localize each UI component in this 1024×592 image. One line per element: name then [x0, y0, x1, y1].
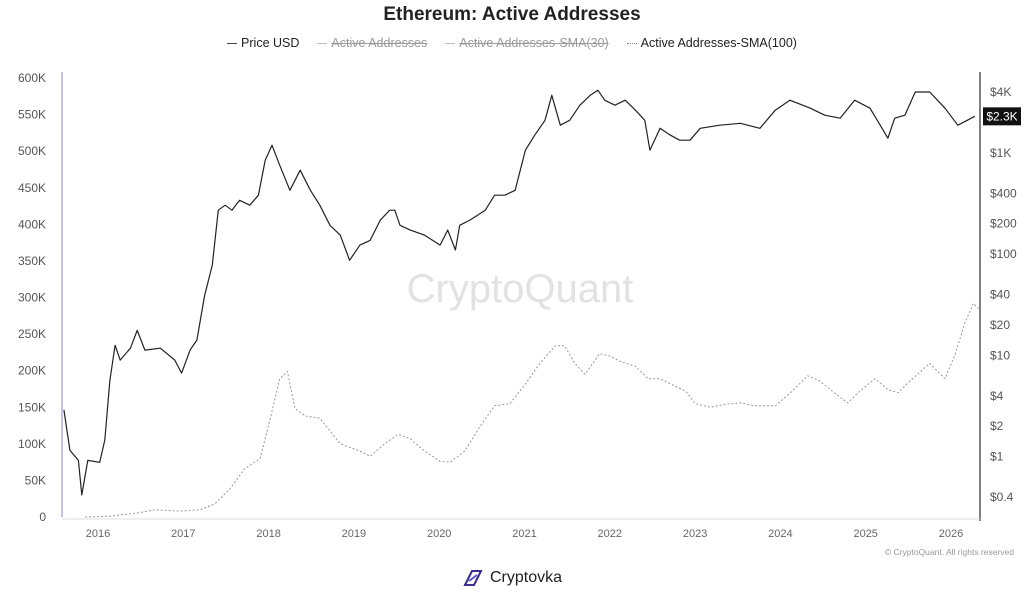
x-tick-label: 2017	[171, 528, 195, 540]
left-tick-label: 250K	[18, 327, 46, 341]
x-tick-label: 2020	[427, 528, 451, 540]
right-tick-label: $4K	[990, 85, 1011, 99]
right-tick-label: $0.4	[990, 490, 1014, 504]
x-tick-label: 2026	[939, 528, 963, 540]
legend-item-sma100[interactable]: Active Addresses-SMA(100)	[626, 36, 797, 50]
left-tick-label: 400K	[18, 217, 46, 231]
right-tick-label: $1K	[990, 146, 1011, 160]
legend-item-price[interactable]: Price USD	[227, 36, 299, 50]
chart-title: Ethereum: Active Addresses	[383, 4, 641, 25]
left-tick-label: 100K	[18, 437, 46, 451]
x-tick-label: 2022	[598, 528, 622, 540]
price-line	[63, 89, 976, 496]
watermark: CryptoQuant	[407, 267, 634, 311]
left-tick-label: 350K	[18, 254, 46, 268]
copyright: © CryptoQuant. All rights reserved	[884, 547, 1014, 557]
left-tick-label: 500K	[18, 144, 46, 158]
right-tick-label: $200	[990, 217, 1017, 231]
legend-swatch	[317, 42, 328, 44]
left-tick-label: 600K	[18, 71, 46, 85]
right-tick-label: $40	[990, 288, 1010, 302]
legend-label: Active Addresses	[331, 36, 428, 50]
legend-swatch	[626, 42, 637, 44]
right-tick-label: $400	[990, 186, 1017, 200]
left-tick-label: 450K	[18, 181, 46, 195]
x-tick-label: 2016	[86, 528, 110, 540]
x-tick-label: 2025	[853, 528, 877, 540]
x-tick-label: 2023	[683, 528, 707, 540]
right-tick-label: $10	[990, 348, 1010, 362]
right-tick-label: $4	[990, 389, 1004, 403]
left-tick-label: 50K	[25, 473, 46, 487]
left-tick-label: 550K	[18, 108, 46, 122]
x-tick-label: 2019	[342, 528, 366, 540]
legend-label: Active Addresses-SMA(100)	[640, 36, 797, 50]
left-tick-label: 150K	[18, 400, 46, 414]
footer-brand: Cryptovka	[489, 569, 563, 586]
current-price-label: $2.3K	[986, 109, 1017, 123]
legend-label: Price USD	[241, 36, 300, 50]
right-tick-label: $2	[990, 419, 1004, 433]
current-price-badge	[983, 107, 1021, 126]
x-tick-label: 2018	[256, 528, 280, 540]
legend-swatch	[227, 42, 238, 44]
legend: Price USD Active Addresses Active Addres…	[0, 36, 1024, 50]
legend-label: Active Addresses-SMA(30)	[459, 36, 609, 50]
right-tick-label: $100	[990, 247, 1017, 261]
right-tick-label: $1	[990, 450, 1004, 464]
footer: Cryptovka	[0, 568, 1024, 588]
sma100-line	[85, 302, 979, 518]
x-tick-label: 2024	[768, 528, 792, 540]
left-tick-label: 300K	[18, 291, 46, 305]
left-tick-label: 200K	[18, 364, 46, 378]
legend-item-active-addresses[interactable]: Active Addresses	[317, 36, 427, 50]
legend-swatch	[445, 42, 456, 44]
cryptovka-logo-icon	[463, 570, 483, 586]
right-tick-label: $20	[990, 318, 1010, 332]
legend-item-sma30[interactable]: Active Addresses-SMA(30)	[445, 36, 609, 50]
x-tick-label: 2021	[512, 528, 536, 540]
left-tick-label: 0	[39, 510, 46, 524]
